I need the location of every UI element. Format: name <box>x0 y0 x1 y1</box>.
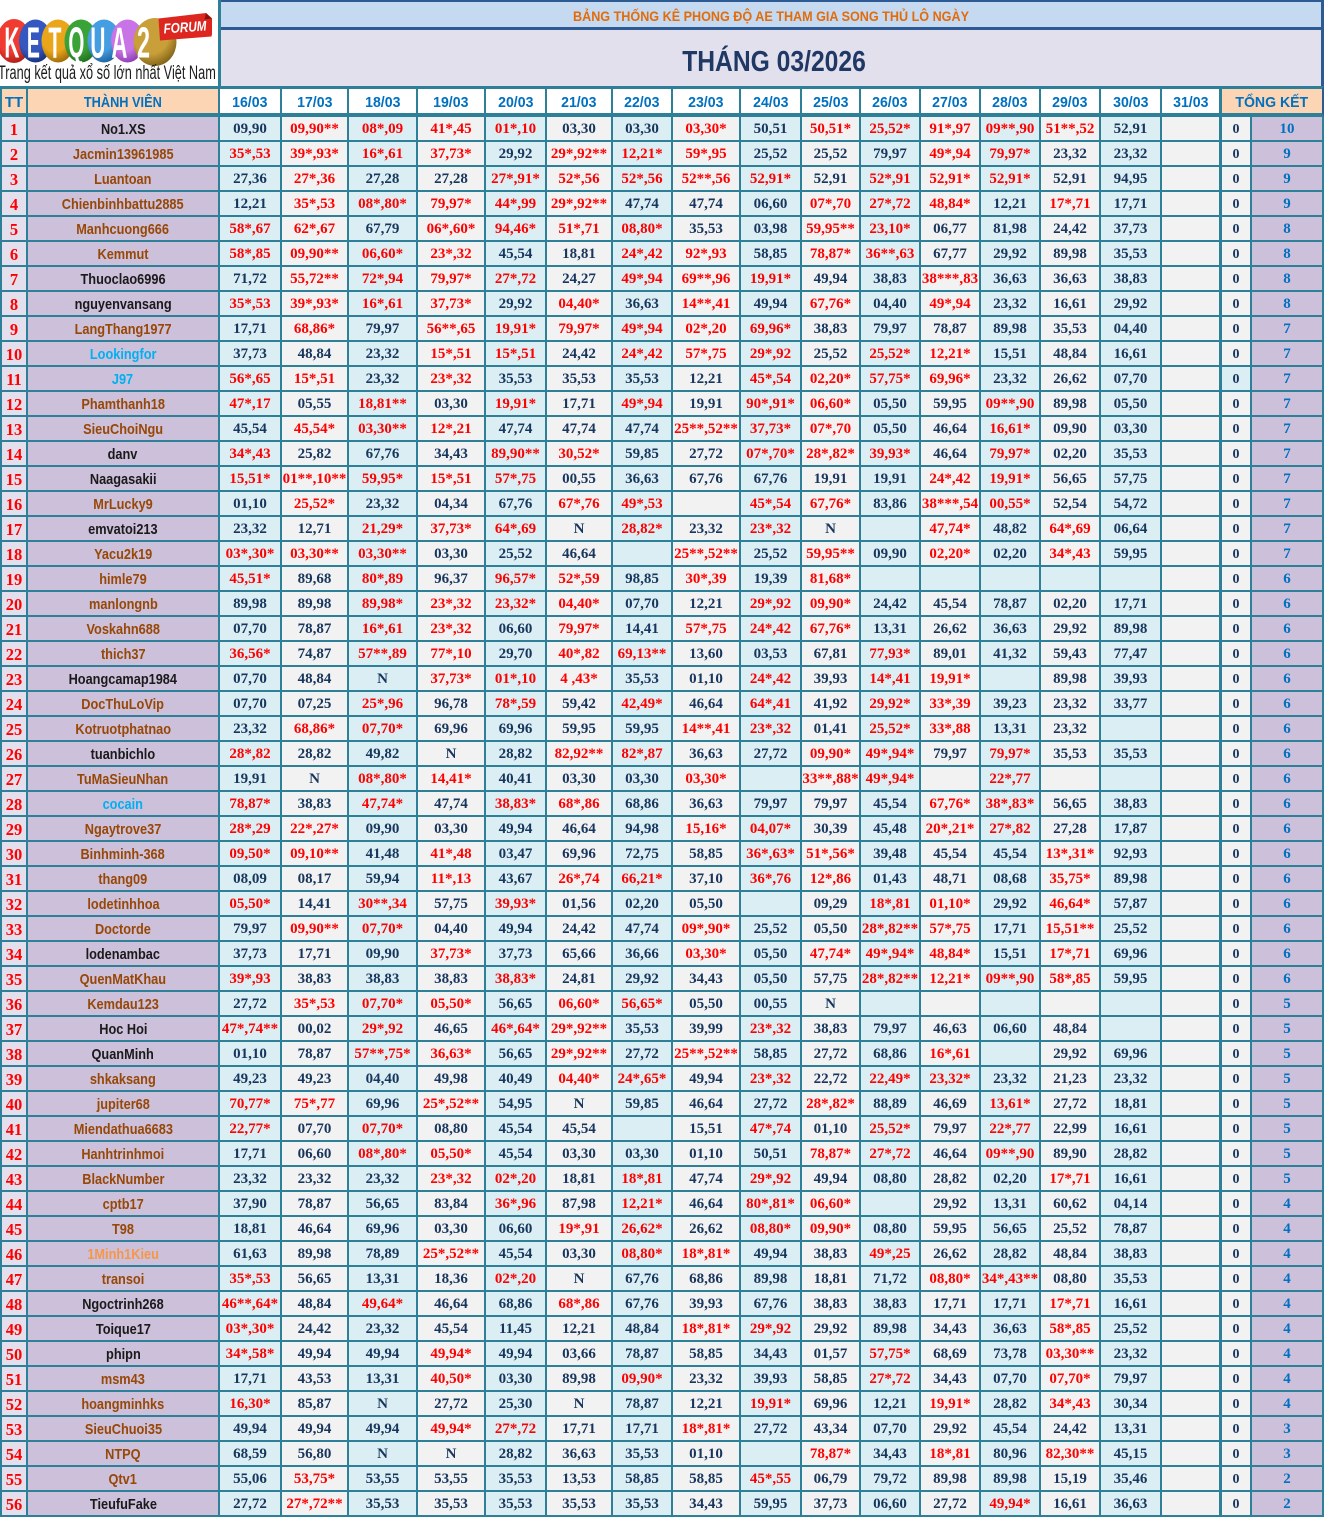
svg-text:Q: Q <box>68 19 84 68</box>
svg-text:FORUM: FORUM <box>163 18 207 37</box>
svg-text:2: 2 <box>137 19 150 68</box>
svg-text:E: E <box>27 19 40 68</box>
svg-text:T: T <box>48 19 61 68</box>
svg-text:K: K <box>4 19 19 68</box>
svg-text:A: A <box>111 19 127 68</box>
svg-text:U: U <box>90 19 105 68</box>
